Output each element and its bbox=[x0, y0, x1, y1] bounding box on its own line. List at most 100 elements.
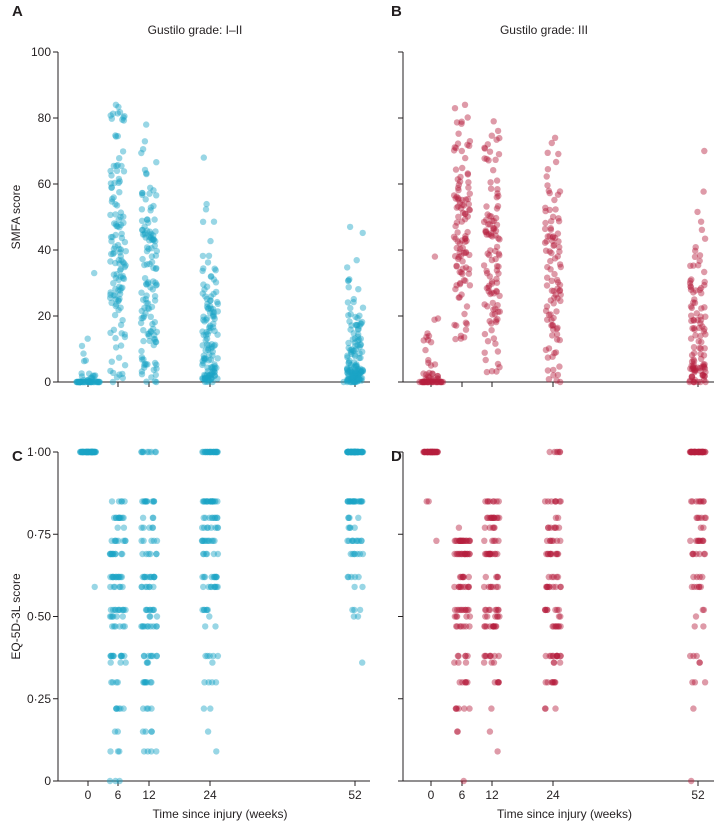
data-point bbox=[456, 623, 464, 630]
data-point bbox=[461, 101, 469, 109]
data-point bbox=[346, 498, 353, 505]
data-point bbox=[487, 583, 495, 591]
week-52-points bbox=[344, 448, 367, 666]
data-point bbox=[203, 606, 210, 614]
data-point bbox=[120, 623, 127, 630]
data-point bbox=[109, 195, 116, 203]
data-point bbox=[418, 378, 425, 386]
data-point bbox=[691, 623, 698, 630]
data-point bbox=[556, 188, 564, 195]
data-point bbox=[484, 613, 491, 620]
data-point bbox=[423, 448, 430, 456]
data-point bbox=[200, 331, 207, 339]
data-point bbox=[548, 550, 556, 558]
data-point bbox=[481, 623, 488, 630]
data-point bbox=[424, 448, 431, 456]
data-point bbox=[355, 368, 362, 375]
data-point bbox=[350, 359, 358, 366]
data-point bbox=[348, 448, 356, 456]
data-point bbox=[555, 215, 562, 222]
data-point bbox=[140, 313, 148, 320]
data-point bbox=[199, 498, 207, 505]
data-point bbox=[150, 537, 158, 544]
data-point bbox=[350, 498, 358, 505]
data-point bbox=[213, 448, 221, 456]
data-point bbox=[148, 679, 155, 686]
data-point bbox=[351, 373, 359, 380]
data-point bbox=[207, 498, 214, 505]
data-point bbox=[455, 253, 462, 261]
data-point bbox=[553, 448, 560, 456]
data-point bbox=[205, 357, 212, 364]
data-point bbox=[493, 287, 500, 295]
data-point bbox=[107, 583, 114, 591]
data-point bbox=[210, 320, 217, 327]
data-point bbox=[210, 309, 218, 316]
data-point bbox=[199, 218, 207, 225]
data-point bbox=[544, 367, 552, 374]
data-point bbox=[698, 448, 706, 456]
data-point bbox=[345, 277, 352, 284]
data-point bbox=[495, 537, 502, 544]
data-point bbox=[462, 550, 469, 558]
data-point bbox=[144, 300, 152, 307]
data-point bbox=[81, 448, 88, 456]
data-point bbox=[208, 273, 215, 280]
data-point bbox=[549, 652, 557, 660]
data-point bbox=[152, 252, 160, 259]
data-point bbox=[687, 277, 694, 285]
data-point bbox=[466, 142, 473, 149]
data-point bbox=[693, 448, 700, 456]
data-point bbox=[492, 550, 499, 558]
data-point bbox=[433, 448, 440, 456]
data-point bbox=[210, 290, 217, 298]
data-point bbox=[483, 216, 490, 224]
data-point bbox=[425, 374, 433, 381]
data-point bbox=[85, 448, 92, 456]
data-point bbox=[359, 368, 367, 375]
data-point bbox=[554, 191, 562, 198]
data-point bbox=[207, 448, 215, 456]
data-point bbox=[89, 448, 96, 456]
data-point bbox=[205, 583, 212, 591]
data-point bbox=[114, 161, 121, 169]
data-point bbox=[88, 448, 96, 456]
data-point bbox=[495, 498, 502, 505]
data-point bbox=[429, 448, 436, 456]
data-point bbox=[694, 448, 701, 456]
data-point bbox=[698, 305, 705, 312]
data-point bbox=[547, 550, 554, 558]
data-point bbox=[78, 448, 86, 456]
data-point bbox=[485, 583, 492, 591]
data-point bbox=[688, 358, 696, 365]
data-point bbox=[200, 514, 207, 521]
data-point bbox=[701, 373, 708, 380]
data-point bbox=[549, 332, 556, 339]
data-point bbox=[348, 537, 356, 544]
data-point bbox=[688, 374, 696, 381]
data-point bbox=[139, 623, 147, 630]
data-point bbox=[350, 330, 357, 337]
data-point bbox=[138, 217, 146, 224]
data-point bbox=[697, 367, 704, 375]
data-point bbox=[495, 308, 502, 315]
data-point bbox=[699, 448, 706, 456]
data-point bbox=[348, 448, 355, 456]
y-tick-label: 0·25 bbox=[27, 692, 51, 706]
data-point bbox=[150, 606, 157, 614]
data-point bbox=[143, 583, 151, 591]
data-point bbox=[208, 370, 216, 378]
data-point bbox=[686, 448, 694, 456]
data-point bbox=[691, 448, 699, 456]
data-point bbox=[452, 705, 460, 712]
data-point bbox=[488, 705, 495, 712]
data-point bbox=[690, 366, 698, 374]
data-point bbox=[347, 448, 354, 456]
data-point bbox=[462, 196, 469, 203]
data-point bbox=[356, 343, 363, 351]
data-point bbox=[701, 235, 709, 242]
data-point bbox=[463, 613, 470, 620]
data-point bbox=[77, 378, 84, 386]
data-point bbox=[345, 312, 352, 319]
data-point bbox=[143, 261, 151, 268]
